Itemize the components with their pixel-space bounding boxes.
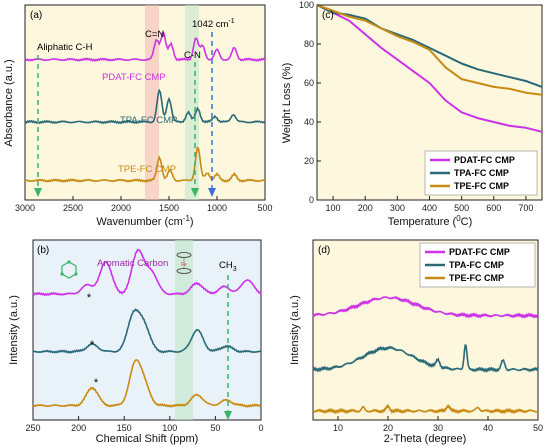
series-line-b-1 bbox=[32, 308, 262, 354]
panel-d: (d) 10 20 30 40 50 2-Theta (degree) Intensit… bbox=[289, 239, 543, 445]
xtick-label-a-3: 1500 bbox=[159, 203, 179, 213]
panel-a: PDAT-FC CMP TPA-FC CMP TPE-FC CMP (a) Alip… bbox=[3, 4, 273, 228]
peak-1042-arrowhead bbox=[208, 188, 216, 197]
xtick-label-c-5: 600 bbox=[486, 203, 501, 213]
xtick-label-a-0: 3000 bbox=[15, 203, 35, 213]
xtick-label-c-1: 200 bbox=[358, 203, 373, 213]
panel-a-xlabel: Wavenumber (cm-1) bbox=[96, 214, 193, 228]
series-line-a-1 bbox=[24, 88, 266, 125]
aromatic-annotation: Aromatic Carbon bbox=[97, 258, 168, 269]
series-label-a-0: PDAT-FC CMP bbox=[102, 72, 166, 83]
triazine-icon bbox=[60, 260, 78, 279]
panel-b-plot-area bbox=[32, 239, 262, 421]
panel-d-ylabel: Intensity (a.u.) bbox=[289, 295, 301, 365]
series-line-c-1 bbox=[316, 4, 543, 88]
ytick-label-c-2: 40 bbox=[304, 117, 314, 127]
ytick-label-c-4: 80 bbox=[304, 39, 314, 49]
ytick-label-c-5: 100 bbox=[299, 0, 314, 10]
legend-c-tpa: TPA-FC CMP bbox=[454, 168, 509, 178]
xtick-label-a-2: 2000 bbox=[111, 203, 131, 213]
panel-a-cn2-band bbox=[185, 5, 199, 200]
xtick-label-a-1: 2500 bbox=[63, 203, 83, 213]
legend-d-pdat: PDAT-FC CMP bbox=[449, 247, 510, 257]
svg-text:Fe: Fe bbox=[181, 262, 187, 268]
xtick-label-c-0: 100 bbox=[326, 203, 341, 213]
panel-a-label: (a) bbox=[30, 10, 42, 21]
panel-d-series bbox=[312, 295, 539, 415]
xtick-label-b-2: 150 bbox=[117, 423, 132, 433]
panel-d-label: (d) bbox=[318, 245, 330, 256]
panel-c-legend: PDAT-FC CMP TPA-FC CMP TPE-FC CMP bbox=[424, 150, 538, 196]
ferrocene-icon: Fe bbox=[176, 252, 192, 274]
star-marker-2: * bbox=[90, 339, 95, 351]
star-marker-3: * bbox=[94, 377, 99, 389]
panel-c-ticks: 100 200 300 400 500 600 700 0 20 40 60 80 100 bbox=[299, 0, 533, 213]
xtick-label-c-6: 700 bbox=[518, 203, 533, 213]
ch3-annotation: CH3 bbox=[219, 260, 237, 273]
xtick-label-d-4: 50 bbox=[533, 423, 543, 433]
cn-double-annotation: C=N bbox=[145, 29, 164, 40]
ch3-arrowhead bbox=[224, 411, 232, 420]
aliphatic-annotation: Aliphatic C-H bbox=[37, 42, 93, 53]
ytick-label-c-1: 20 bbox=[304, 156, 314, 166]
panel-b: (b) Aromatic Carbon CH3 Fe * * * 250 200 1… bbox=[8, 239, 264, 445]
xtick-label-d-2: 30 bbox=[433, 423, 443, 433]
series-line-a-0 bbox=[24, 31, 266, 63]
panel-d-xlabel: 2-Theta (degree) bbox=[384, 433, 467, 445]
xtick-label-b-3: 100 bbox=[162, 423, 177, 433]
series-label-a-1: TPA-FC CMP bbox=[120, 115, 177, 126]
panel-b-label: (b) bbox=[37, 245, 49, 256]
series-line-b-2 bbox=[32, 359, 262, 408]
series-line-c-0 bbox=[316, 4, 543, 133]
panel-a-ylabel: Absorbance (a.u.) bbox=[3, 59, 15, 146]
panel-c-ylabel: Weight Loss (%) bbox=[281, 63, 293, 144]
series-line-d-2 bbox=[312, 403, 538, 415]
legend-d-tpe: TPE-FC CMP bbox=[449, 273, 504, 283]
xtick-label-b-1: 200 bbox=[71, 423, 86, 433]
panel-c: (c) 100 200 300 400 500 600 700 0 20 40 60 80 100 Te… bbox=[281, 0, 543, 228]
panel-d-ticks: 10 20 30 40 50 bbox=[333, 416, 543, 433]
legend-c-pdat: PDAT-FC CMP bbox=[454, 155, 515, 165]
xtick-label-d-1: 20 bbox=[383, 423, 393, 433]
xtick-label-d-0: 10 bbox=[333, 423, 343, 433]
panel-c-xlabel: Temperature (0C) bbox=[388, 214, 473, 228]
xtick-label-c-3: 400 bbox=[422, 203, 437, 213]
cn-arrowhead bbox=[191, 188, 199, 197]
panel-b-ylabel: Intensity (a.u.) bbox=[8, 295, 20, 365]
panel-b-ticks: 250 200 150 100 50 0 bbox=[25, 416, 264, 433]
panel-c-series bbox=[316, 4, 543, 133]
panel-b-series bbox=[32, 248, 262, 408]
aliphatic-arrowhead bbox=[34, 188, 42, 197]
xtick-label-a-4: 1000 bbox=[207, 203, 227, 213]
xtick-label-c-2: 300 bbox=[390, 203, 405, 213]
panel-d-legend: PDAT-FC CMP TPA-FC CMP TPE-FC CMP bbox=[419, 242, 536, 288]
xtick-label-b-4: 50 bbox=[210, 423, 220, 433]
panel-b-xlabel: Chemical Shift (ppm) bbox=[96, 433, 199, 445]
panel-c-label: (c) bbox=[322, 10, 334, 21]
series-line-b-0 bbox=[32, 248, 262, 297]
legend-c-tpe: TPE-FC CMP bbox=[454, 181, 509, 191]
peak-annotation: 1042 cm-1 bbox=[192, 18, 235, 30]
xtick-label-a-5: 500 bbox=[257, 203, 272, 213]
cn-single-annotation: C-N bbox=[184, 50, 201, 61]
series-line-d-0 bbox=[312, 295, 539, 319]
xtick-label-c-4: 500 bbox=[454, 203, 469, 213]
ytick-label-c-3: 60 bbox=[304, 78, 314, 88]
series-line-d-1 bbox=[312, 343, 539, 373]
xtick-label-b-0: 250 bbox=[25, 423, 40, 433]
panel-b-ferrocene-band bbox=[175, 240, 193, 420]
legend-d-tpa: TPA-FC CMP bbox=[449, 260, 504, 270]
panel-a-ticks: 3000 2500 2000 1500 1000 500 bbox=[15, 196, 273, 213]
xtick-label-b-5: 0 bbox=[258, 423, 263, 433]
panel-a-cn-band bbox=[145, 5, 159, 200]
ytick-label-c-0: 0 bbox=[309, 195, 314, 205]
series-line-c-2 bbox=[316, 4, 543, 96]
xtick-label-d-3: 40 bbox=[483, 423, 493, 433]
series-label-a-2: TPE-FC CMP bbox=[118, 164, 176, 175]
panel-a-series: PDAT-FC CMP TPA-FC CMP TPE-FC CMP bbox=[24, 31, 266, 183]
star-marker-1: * bbox=[87, 292, 92, 304]
series-line-a-2 bbox=[24, 146, 266, 183]
